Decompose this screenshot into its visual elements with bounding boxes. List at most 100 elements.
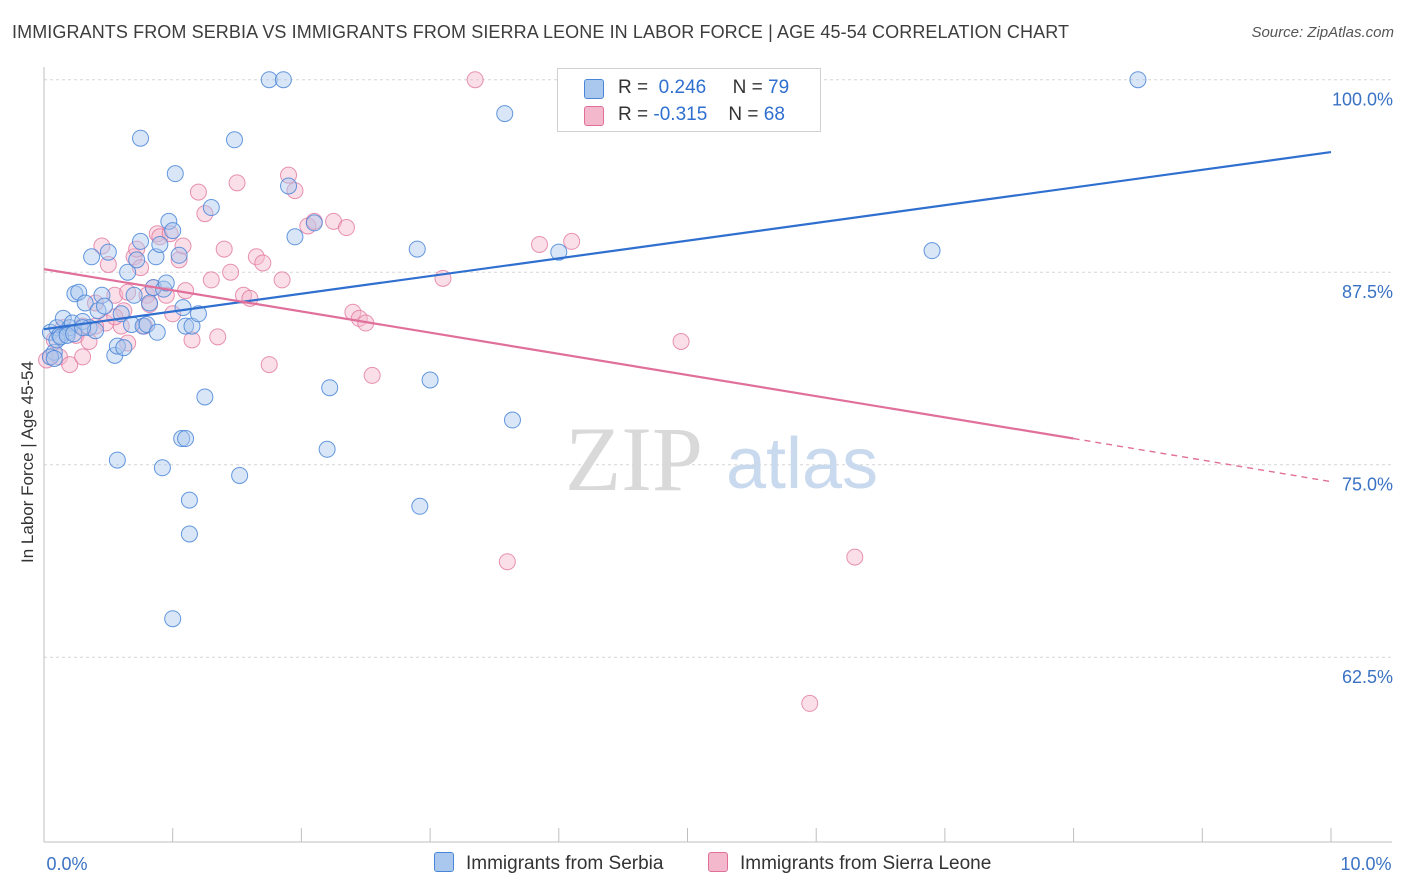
- serbia-point: [119, 263, 137, 281]
- sierra-leone-point: [228, 174, 246, 192]
- serbia-point: [76, 294, 94, 312]
- sierra-leone-point: [183, 331, 201, 349]
- y-tick-label: 87.5%: [1342, 282, 1393, 302]
- sierra-leone-point: [170, 251, 188, 269]
- serbia-trend-line: [43, 150, 1332, 331]
- serbia-point: [164, 222, 182, 240]
- sierra-leone-point: [209, 328, 227, 346]
- serbia-point: [180, 491, 198, 509]
- serbia-point: [421, 371, 439, 389]
- sierra-leone-point: [222, 263, 240, 281]
- serbia-point: [132, 129, 150, 147]
- y-tick-label: 62.5%: [1342, 667, 1393, 687]
- y-axis-label: In Labor Force | Age 45-54: [18, 361, 37, 563]
- sierra-leone-point: [801, 694, 819, 712]
- sierra-leone-point: [74, 348, 92, 366]
- serbia-point: [286, 228, 304, 246]
- serbia-point: [170, 246, 188, 264]
- legend-swatch-sierra: [584, 106, 604, 126]
- sierra-leone-point: [498, 553, 516, 571]
- legend-sierra-n-label: N =: [728, 104, 759, 125]
- y-tick-label: 75.0%: [1342, 475, 1393, 495]
- legend-serbia-r-label: R =: [618, 77, 649, 98]
- bottom-legend-serbia-label: Immigrants from Serbia: [466, 853, 664, 874]
- legend-sierra-r-value: -0.315: [653, 104, 708, 125]
- serbia-point: [151, 235, 169, 253]
- sierra-leone-point: [247, 248, 265, 266]
- serbia-point: [108, 451, 126, 469]
- legend-serbia-n-value: 79: [768, 77, 790, 98]
- x-tick-label-min: 0.0%: [46, 854, 87, 874]
- serbia-point: [52, 328, 70, 346]
- sierra-leone-point: [93, 237, 111, 255]
- serbia-point: [550, 243, 568, 261]
- serbia-point: [177, 430, 195, 448]
- watermark-zip: ZIP: [565, 408, 703, 510]
- serbia-point: [58, 326, 76, 344]
- sierra-leone-point: [563, 232, 581, 250]
- sierra-leone-point: [106, 286, 124, 304]
- serbia-point: [95, 297, 113, 315]
- serbia-point: [115, 339, 133, 357]
- serbia-point: [166, 165, 184, 183]
- serbia-point: [196, 388, 214, 406]
- serbia-point: [125, 286, 143, 304]
- chart-title: IMMIGRANTS FROM SERBIA VS IMMIGRANTS FRO…: [12, 22, 1070, 42]
- serbia-point: [148, 323, 166, 341]
- serbia-point: [225, 131, 243, 149]
- serbia-point: [260, 71, 278, 89]
- serbia-point: [305, 214, 323, 232]
- legend-serbia-n-label: N =: [732, 77, 763, 98]
- x-tick-label-max: 10.0%: [1340, 854, 1391, 874]
- serbia-point: [1129, 71, 1147, 89]
- legend-sierra-n-value: 68: [763, 104, 785, 125]
- serbia-point: [177, 317, 195, 335]
- tick-labels: 100.0% 87.5% 75.0% 62.5% 0.0% 10.0%: [46, 90, 1393, 874]
- serbia-point: [153, 459, 171, 477]
- serbia-point: [70, 283, 88, 301]
- serbia-point: [128, 251, 146, 269]
- bottom-legend-swatch-serbia: [434, 852, 454, 872]
- series-sierra-leone-points: [38, 71, 864, 712]
- serbia-point: [93, 286, 111, 304]
- sierra-leone-point: [363, 366, 381, 384]
- legend-swatch-serbia: [584, 79, 604, 99]
- serbia-point: [164, 610, 182, 628]
- trend-lines: [43, 150, 1332, 483]
- sierra-leone-point: [530, 235, 548, 253]
- axes: [43, 67, 1392, 843]
- grid-lines: [44, 79, 1392, 658]
- series-serbia-points: [41, 71, 1147, 628]
- serbia-point: [321, 379, 339, 397]
- y-tick-label: 100.0%: [1332, 90, 1393, 110]
- serbia-point: [231, 466, 249, 484]
- sierra-leone-point: [254, 254, 272, 272]
- serbia-point: [132, 232, 150, 250]
- sierra-leone-point: [202, 271, 220, 289]
- serbia-point: [274, 71, 292, 89]
- bottom-legend-sierra: Immigrants from Sierra Leone: [708, 852, 991, 875]
- serbia-point: [180, 525, 198, 543]
- sierra-leone-point: [61, 356, 79, 374]
- serbia-point: [160, 212, 178, 230]
- serbia-point: [141, 294, 159, 312]
- serbia-point: [318, 440, 336, 458]
- sierra-leone-trend-extension: [1073, 437, 1332, 483]
- sierra-leone-point: [846, 548, 864, 566]
- bottom-legend-sierra-label: Immigrants from Sierra Leone: [740, 853, 992, 874]
- serbia-point: [83, 248, 101, 266]
- serbia-point: [280, 177, 298, 195]
- serbia-point: [923, 242, 941, 260]
- serbia-point: [173, 430, 191, 448]
- bottom-legend-serbia: Immigrants from Serbia: [434, 852, 663, 875]
- sierra-leone-point: [260, 356, 278, 374]
- sierra-leone-point: [161, 225, 179, 243]
- serbia-point: [108, 337, 126, 355]
- sierra-leone-point: [215, 240, 233, 258]
- sierra-leone-point: [672, 333, 690, 350]
- source-label: Source: ZipAtlas.com: [1251, 24, 1394, 41]
- sierra-leone-point: [80, 333, 98, 350]
- sierra-leone-point: [273, 271, 291, 289]
- serbia-point: [157, 274, 175, 292]
